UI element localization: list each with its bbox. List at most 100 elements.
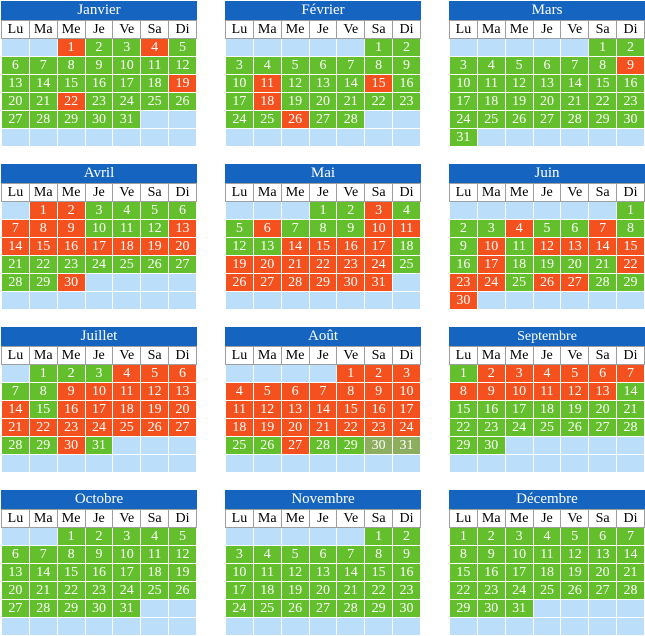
empty-cell xyxy=(140,273,170,292)
day-cell: 4 xyxy=(112,201,142,220)
day-cell: 18 xyxy=(532,400,562,419)
empty-cell xyxy=(252,128,282,147)
day-cell: 6 xyxy=(588,527,618,546)
month-grid: Lu Ma Me Je Ve Sa Di 1 2 3 4 5 6 7 8 9 10 11 12 13 14 15 16 17 1… xyxy=(225,346,421,473)
day-cell: 11 xyxy=(392,219,421,238)
day-cell: 16 xyxy=(336,237,366,256)
day-cell: 18 xyxy=(140,74,170,93)
empty-cell xyxy=(476,201,506,220)
empty-cell xyxy=(308,454,338,473)
empty-cell xyxy=(476,291,506,310)
day-cell: 21 xyxy=(28,92,58,111)
empty-cell xyxy=(56,617,86,636)
day-cell: 24 xyxy=(84,418,114,437)
empty-cell xyxy=(280,291,310,310)
day-cell: 20 xyxy=(588,400,618,419)
day-cell: 15 xyxy=(364,74,394,93)
empty-cell xyxy=(280,364,310,383)
month-9: Septembre Lu Ma Me Je Ve Sa Di 1 2 3 4 5 6 7 8 9 10 11 12 13… xyxy=(449,327,645,473)
day-cell: 15 xyxy=(588,74,618,93)
day-cell: 7 xyxy=(1,219,30,238)
weekday-header: Ve xyxy=(112,183,142,202)
day-cell: 7 xyxy=(616,527,645,546)
day-cell: 15 xyxy=(616,237,645,256)
day-cell: 27 xyxy=(308,110,338,129)
empty-cell xyxy=(308,291,338,310)
day-cell: 12 xyxy=(560,545,590,564)
day-cell: 22 xyxy=(56,581,86,600)
day-cell: 14 xyxy=(588,237,618,256)
day-cell: 14 xyxy=(560,74,590,93)
weekday-header: Di xyxy=(616,183,645,202)
day-cell: 12 xyxy=(532,237,562,256)
day-cell: 31 xyxy=(112,110,142,129)
day-cell: 11 xyxy=(252,563,282,582)
month-title: Février xyxy=(225,1,421,20)
day-cell: 12 xyxy=(560,382,590,401)
day-cell: 5 xyxy=(140,364,170,383)
day-cell: 23 xyxy=(476,581,506,600)
month-8: Août Lu Ma Me Je Ve Sa Di 1 2 3 4 5 6 7 8 9 10 11 12 13 14 15 1… xyxy=(225,327,421,473)
day-cell: 11 xyxy=(532,545,562,564)
empty-cell xyxy=(252,454,282,473)
day-cell: 11 xyxy=(225,400,254,419)
day-cell: 5 xyxy=(252,382,282,401)
day-cell: 14 xyxy=(280,237,310,256)
day-cell: 16 xyxy=(392,563,421,582)
month-title: Janvier xyxy=(1,1,197,20)
day-cell: 18 xyxy=(252,92,282,111)
empty-cell xyxy=(280,201,310,220)
empty-cell xyxy=(532,617,562,636)
week-row: 27 28 29 30 31 xyxy=(1,110,197,129)
day-cell: 23 xyxy=(56,418,86,437)
day-cell: 22 xyxy=(28,418,58,437)
day-cell: 19 xyxy=(140,237,170,256)
day-cell: 28 xyxy=(560,110,590,129)
empty-cell xyxy=(560,291,590,310)
day-cell: 16 xyxy=(84,74,114,93)
day-cell: 13 xyxy=(280,400,310,419)
day-cell: 22 xyxy=(449,418,478,437)
empty-cell xyxy=(225,527,254,546)
day-cell: 21 xyxy=(308,418,338,437)
weekday-header: Di xyxy=(168,183,197,202)
day-cell: 2 xyxy=(476,364,506,383)
day-cell: 31 xyxy=(84,436,114,455)
day-cell: 4 xyxy=(504,219,534,238)
weekday-header: Ve xyxy=(560,509,590,528)
day-cell: 27 xyxy=(168,255,197,274)
weekday-header: Je xyxy=(532,20,562,39)
weekday-header: Ve xyxy=(112,346,142,365)
empty-cell xyxy=(84,291,114,310)
day-cell: 5 xyxy=(504,56,534,75)
day-cell: 21 xyxy=(1,418,30,437)
day-cell: 16 xyxy=(392,74,421,93)
week-row: 5 6 7 8 9 10 11 xyxy=(225,219,421,238)
week-row xyxy=(225,128,421,147)
day-cell: 12 xyxy=(504,74,534,93)
day-cell: 6 xyxy=(588,364,618,383)
month-10: Octobre Lu Ma Me Je Ve Sa Di 1 2 3 4 5 6 7 8 9 10 11 12 13 14… xyxy=(1,490,197,636)
empty-cell xyxy=(364,291,394,310)
day-cell: 30 xyxy=(336,273,366,292)
empty-cell xyxy=(112,128,142,147)
day-cell: 10 xyxy=(504,382,534,401)
week-row: 11 12 13 14 15 16 17 xyxy=(225,400,421,419)
day-cell: 30 xyxy=(84,110,114,129)
day-cell: 3 xyxy=(84,201,114,220)
day-cell: 12 xyxy=(140,382,170,401)
weekday-header: Di xyxy=(616,346,645,365)
empty-cell xyxy=(225,128,254,147)
empty-cell xyxy=(112,273,142,292)
day-cell: 21 xyxy=(616,563,645,582)
day-cell: 5 xyxy=(532,219,562,238)
empty-cell xyxy=(28,617,58,636)
day-cell: 7 xyxy=(28,56,58,75)
day-cell: 25 xyxy=(532,581,562,600)
day-cell: 26 xyxy=(225,273,254,292)
empty-cell xyxy=(168,128,197,147)
day-cell: 29 xyxy=(449,599,478,618)
weekday-header: Di xyxy=(392,20,421,39)
